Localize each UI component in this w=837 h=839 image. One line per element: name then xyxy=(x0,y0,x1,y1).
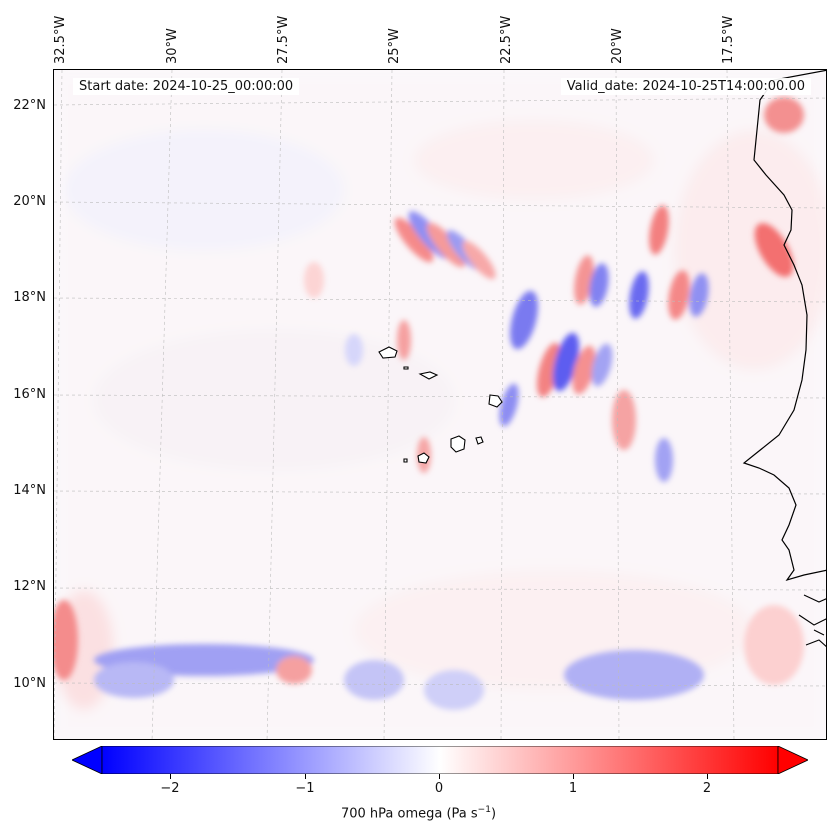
colorbar-tick-mark xyxy=(439,774,440,779)
colorbar-gradient xyxy=(101,745,779,775)
lon-label: 25°W xyxy=(387,28,402,64)
colorbar-tick-label: 1 xyxy=(568,781,578,796)
colorbar-extend-min xyxy=(71,745,103,775)
cape-verde-islands xyxy=(378,346,503,464)
colorbar-label-exponent: −1 xyxy=(477,805,491,815)
lat-label: 12°N xyxy=(13,579,46,594)
colorbar-extend-max xyxy=(777,745,809,775)
lon-label: 30°W xyxy=(165,28,180,64)
colorbar-tick-mark xyxy=(573,774,574,779)
colorbar-label-text: 700 hPa omega (Pa s xyxy=(340,806,478,822)
colorbar-tick-mark xyxy=(707,774,708,779)
colorbar-tick-label: 0 xyxy=(434,781,444,796)
lat-label: 18°N xyxy=(13,290,46,305)
lat-label: 16°N xyxy=(13,387,46,402)
colorbar xyxy=(71,745,809,775)
lat-label: 20°N xyxy=(13,194,46,209)
colorbar-label-close: ) xyxy=(490,806,497,822)
lon-label: 17.5°W xyxy=(721,15,736,64)
start-date-label: Start date: 2024-10-25_00:00:00 xyxy=(73,78,300,95)
lat-label: 10°N xyxy=(13,676,46,691)
colorbar-tick-label: −2 xyxy=(160,781,180,796)
valid-date-label: Valid_date: 2024-10-25T14:00:00.00 xyxy=(560,78,811,95)
colorbar-tick-mark xyxy=(170,774,171,779)
lon-label: 20°W xyxy=(610,28,625,64)
omega-field xyxy=(54,70,826,739)
graticule xyxy=(54,70,826,739)
colorbar-tick-mark xyxy=(305,774,306,779)
african-coastline xyxy=(742,70,826,582)
lon-label: 32.5°W xyxy=(53,15,68,64)
lat-label: 22°N xyxy=(13,98,46,113)
map-panel xyxy=(53,69,827,740)
colorbar-tick-label: −1 xyxy=(295,781,315,796)
lon-label: 22.5°W xyxy=(499,15,514,64)
colorbar-tick-label: 2 xyxy=(702,781,712,796)
lat-label: 14°N xyxy=(13,483,46,498)
lon-label: 27.5°W xyxy=(276,15,291,64)
colorbar-label: 700 hPa omega (Pa s−1) xyxy=(0,805,837,821)
